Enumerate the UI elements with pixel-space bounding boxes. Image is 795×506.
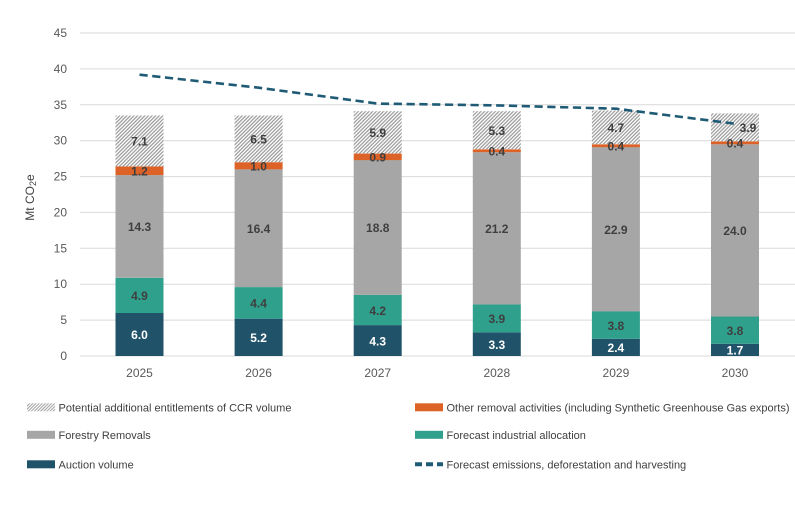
svg-text:1.0: 1.0 <box>250 160 267 174</box>
svg-text:20: 20 <box>54 205 68 219</box>
svg-text:2030: 2030 <box>722 366 749 380</box>
svg-text:1.2: 1.2 <box>131 165 148 179</box>
svg-text:Mt CO2e: Mt CO2e <box>23 174 38 221</box>
svg-text:30: 30 <box>54 134 68 148</box>
svg-text:21.2: 21.2 <box>485 222 509 236</box>
svg-text:Forecast industrial allocation: Forecast industrial allocation <box>447 430 586 442</box>
svg-text:Forestry Removals: Forestry Removals <box>59 430 152 442</box>
svg-text:18.8: 18.8 <box>366 221 390 235</box>
svg-text:3.9: 3.9 <box>488 312 505 326</box>
svg-text:Other removal activities (incl: Other removal activities (including Synt… <box>447 402 790 414</box>
svg-text:4.2: 4.2 <box>369 304 386 318</box>
svg-text:14.3: 14.3 <box>128 220 152 234</box>
svg-text:40: 40 <box>54 62 68 76</box>
svg-text:0.4: 0.4 <box>488 144 505 158</box>
svg-text:2028: 2028 <box>483 366 510 380</box>
svg-text:2.4: 2.4 <box>608 341 625 355</box>
svg-text:1.7: 1.7 <box>727 344 744 358</box>
svg-text:2025: 2025 <box>126 366 153 380</box>
svg-text:5.2: 5.2 <box>250 331 267 345</box>
svg-text:5.3: 5.3 <box>488 124 505 138</box>
svg-text:25: 25 <box>54 170 68 184</box>
svg-text:10: 10 <box>54 277 68 291</box>
svg-text:5.9: 5.9 <box>369 126 386 140</box>
svg-text:4.9: 4.9 <box>131 289 148 303</box>
svg-text:4.3: 4.3 <box>369 334 386 348</box>
svg-text:6.5: 6.5 <box>250 133 267 147</box>
svg-text:2027: 2027 <box>364 366 391 380</box>
svg-text:24.0: 24.0 <box>723 224 747 238</box>
svg-text:4.4: 4.4 <box>250 297 267 311</box>
svg-text:0: 0 <box>60 349 67 363</box>
svg-text:7.1: 7.1 <box>131 135 148 149</box>
svg-text:2026: 2026 <box>245 366 272 380</box>
svg-text:15: 15 <box>54 241 68 255</box>
svg-text:3.8: 3.8 <box>608 319 625 333</box>
svg-text:16.4: 16.4 <box>247 222 271 236</box>
svg-text:0.4: 0.4 <box>608 139 625 153</box>
svg-text:45: 45 <box>54 26 68 40</box>
svg-text:0.9: 0.9 <box>369 151 386 165</box>
svg-text:5: 5 <box>60 313 67 327</box>
svg-text:2029: 2029 <box>603 366 630 380</box>
svg-text:35: 35 <box>54 98 68 112</box>
svg-text:22.9: 22.9 <box>604 223 628 237</box>
svg-text:3.3: 3.3 <box>488 338 505 352</box>
svg-text:3.8: 3.8 <box>727 324 744 338</box>
svg-text:Auction volume: Auction volume <box>59 459 134 471</box>
svg-text:4.7: 4.7 <box>608 121 625 135</box>
svg-text:Forecast emissions, deforestat: Forecast emissions, deforestation and ha… <box>447 459 687 471</box>
svg-text:Potential additional entitleme: Potential additional entitlements of CCR… <box>59 402 292 414</box>
svg-text:6.0: 6.0 <box>131 328 148 342</box>
svg-text:3.9: 3.9 <box>740 121 757 135</box>
svg-text:0.4: 0.4 <box>727 137 744 151</box>
